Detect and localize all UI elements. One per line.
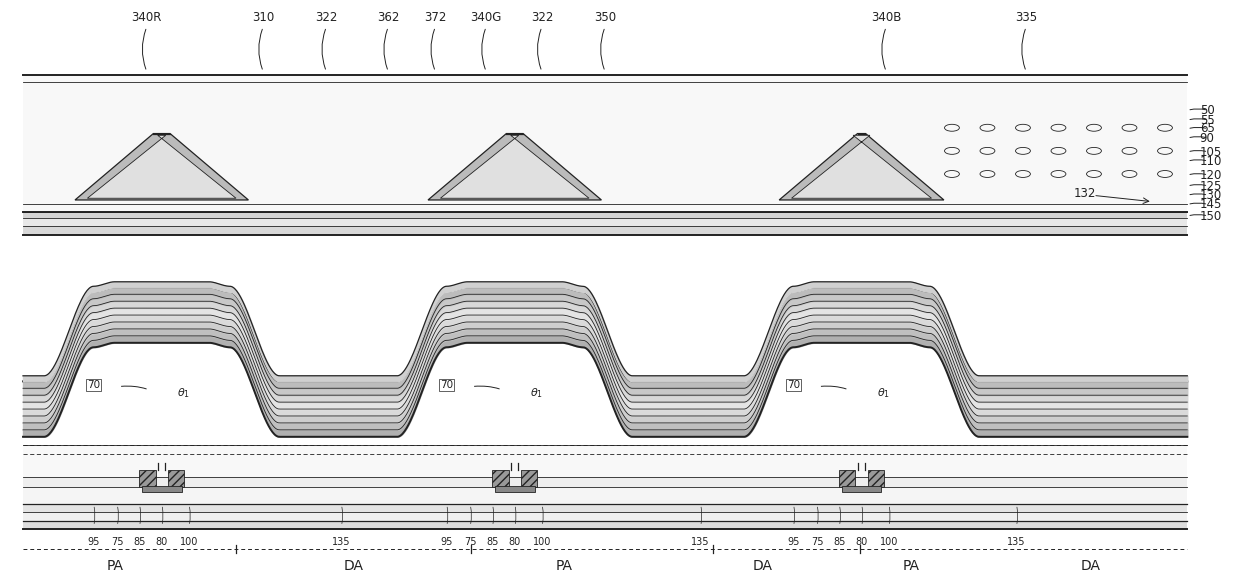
Text: 135: 135: [332, 537, 351, 547]
Text: 310: 310: [252, 11, 274, 24]
Text: 110: 110: [1199, 155, 1223, 168]
Bar: [24, 487, 1187, 504]
Bar: [141, 486, 181, 492]
Text: 95: 95: [87, 537, 99, 547]
Text: $\theta_1$: $\theta_1$: [531, 386, 543, 400]
Text: 135: 135: [691, 537, 709, 547]
Text: 80: 80: [155, 537, 167, 547]
Text: 100: 100: [180, 537, 198, 547]
Polygon shape: [791, 135, 931, 198]
Text: PA: PA: [556, 559, 573, 573]
Bar: [24, 512, 1187, 521]
Text: 80: 80: [508, 537, 521, 547]
Text: 75: 75: [811, 537, 823, 547]
Text: 100: 100: [533, 537, 551, 547]
Bar: [139, 470, 155, 487]
Bar: [24, 477, 1187, 487]
Text: $\theta_1$: $\theta_1$: [878, 386, 890, 400]
Text: 85: 85: [133, 537, 145, 547]
Bar: [24, 226, 1187, 234]
Text: 135: 135: [1007, 537, 1025, 547]
Text: DA: DA: [753, 559, 773, 573]
Text: 85: 85: [486, 537, 498, 547]
Text: 90: 90: [1199, 131, 1214, 145]
Text: 335: 335: [1016, 11, 1038, 24]
Text: 75: 75: [110, 537, 123, 547]
Text: 120: 120: [1199, 168, 1223, 182]
Text: 350: 350: [594, 11, 616, 24]
Bar: [24, 75, 1187, 211]
Text: 95: 95: [440, 537, 453, 547]
Text: 55: 55: [1199, 113, 1214, 127]
Text: 85: 85: [833, 537, 846, 547]
Bar: [24, 211, 1187, 218]
Text: 340R: 340R: [131, 11, 162, 24]
Text: DA: DA: [343, 559, 363, 573]
Text: 145: 145: [1199, 198, 1223, 211]
Bar: [521, 470, 537, 487]
Text: 340B: 340B: [872, 11, 901, 24]
Text: 372: 372: [424, 11, 446, 24]
Bar: [868, 470, 884, 487]
Polygon shape: [87, 135, 236, 198]
Polygon shape: [74, 134, 248, 200]
Text: 100: 100: [879, 537, 898, 547]
Text: 80: 80: [856, 537, 868, 547]
Text: 95: 95: [787, 537, 800, 547]
Bar: [167, 470, 184, 487]
Bar: [842, 486, 882, 492]
Polygon shape: [440, 135, 589, 198]
Text: 132: 132: [1074, 186, 1096, 200]
Bar: [495, 486, 534, 492]
Bar: [492, 470, 508, 487]
Polygon shape: [779, 134, 944, 200]
Text: 70: 70: [787, 380, 800, 390]
Text: 105: 105: [1199, 145, 1221, 159]
Bar: [24, 445, 1187, 477]
Text: 65: 65: [1199, 122, 1214, 135]
Text: PA: PA: [903, 559, 920, 573]
Bar: [24, 218, 1187, 226]
Text: 150: 150: [1199, 210, 1221, 223]
Text: 362: 362: [377, 11, 399, 24]
Text: 75: 75: [464, 537, 476, 547]
Text: 130: 130: [1199, 189, 1221, 202]
Text: 322: 322: [531, 11, 553, 24]
Polygon shape: [428, 134, 601, 200]
Text: 50: 50: [1199, 104, 1214, 117]
Text: 340G: 340G: [470, 11, 502, 24]
Text: 70: 70: [440, 380, 453, 390]
Bar: [24, 504, 1187, 512]
Text: DA: DA: [1081, 559, 1101, 573]
Text: 70: 70: [87, 380, 100, 390]
Bar: [24, 521, 1187, 529]
Text: 322: 322: [315, 11, 337, 24]
Text: 125: 125: [1199, 179, 1223, 193]
Bar: [839, 470, 856, 487]
Text: PA: PA: [107, 559, 123, 573]
Text: $\theta_1$: $\theta_1$: [177, 386, 191, 400]
